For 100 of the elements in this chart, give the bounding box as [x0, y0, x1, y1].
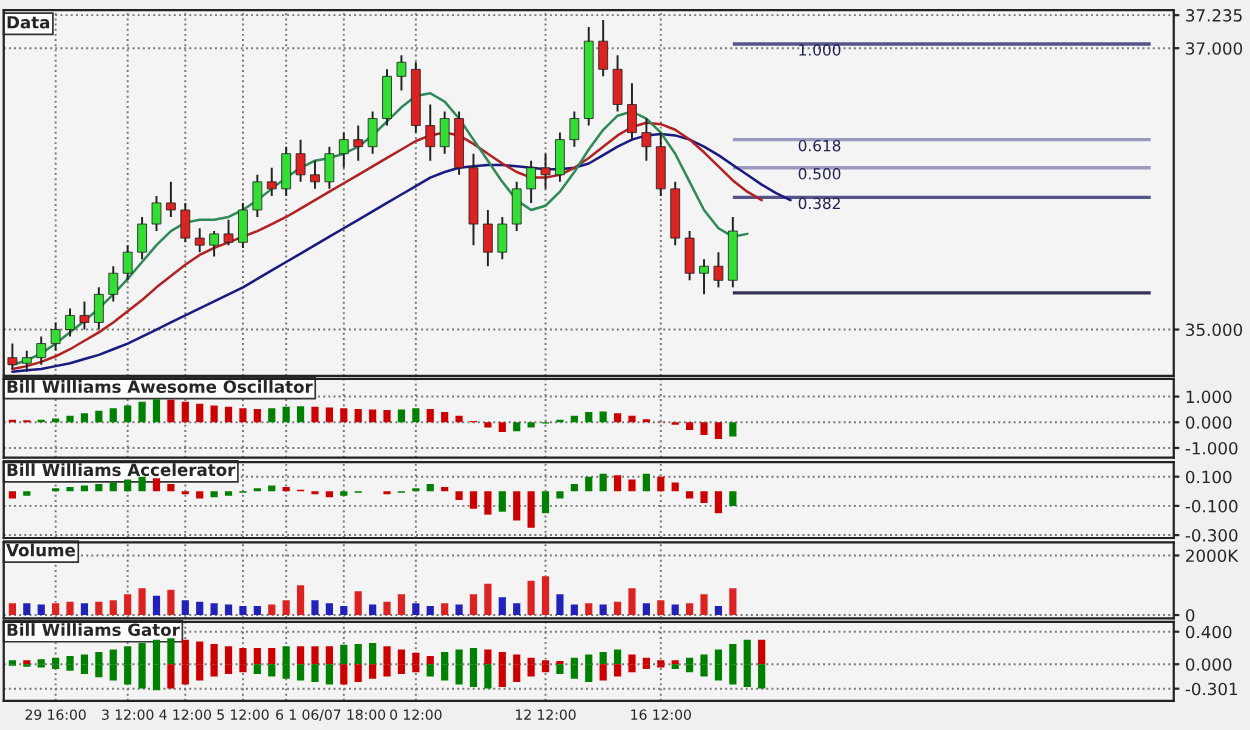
- bar: [354, 408, 362, 423]
- bar: [196, 601, 204, 616]
- bar: [109, 600, 117, 616]
- bar: [628, 479, 636, 492]
- bar: [253, 647, 261, 665]
- chart-title: Bill Williams Awesome Oscillator: [7, 380, 313, 393]
- bar: [210, 603, 218, 616]
- bar: [325, 491, 333, 498]
- bar: [657, 600, 665, 616]
- bar: [599, 652, 607, 665]
- candlestick: [79, 300, 90, 331]
- bar: [541, 664, 550, 673]
- bar: [484, 649, 492, 665]
- bar: [599, 604, 607, 616]
- bar: [729, 491, 737, 506]
- bar: [426, 656, 434, 665]
- bar: [253, 664, 261, 674]
- candlestick: [655, 131, 666, 197]
- bar: [239, 647, 247, 665]
- y-tick-label: 0.000: [1185, 416, 1232, 429]
- candlestick: [497, 216, 508, 261]
- bar: [224, 604, 233, 616]
- bar: [80, 485, 89, 492]
- bar: [138, 476, 146, 492]
- bar: [340, 644, 348, 665]
- candlestick: [122, 244, 133, 282]
- y-tick-label: 37.235: [1186, 9, 1242, 22]
- candlestick: [65, 307, 75, 338]
- bar: [52, 603, 60, 616]
- bar: [484, 491, 492, 515]
- bar: [311, 646, 319, 665]
- bar: [268, 664, 276, 677]
- bar: [138, 588, 146, 616]
- bar: [527, 580, 535, 616]
- bar: [613, 413, 622, 423]
- bar: [340, 408, 348, 423]
- bar: [383, 409, 391, 423]
- candlestick: [540, 152, 551, 190]
- bar: [498, 491, 506, 512]
- bar: [282, 600, 290, 616]
- bar: [527, 491, 535, 528]
- bar: [224, 406, 233, 423]
- bar: [686, 603, 694, 616]
- chart-title: Data: [7, 16, 50, 29]
- bar: [513, 603, 521, 616]
- bar: [714, 606, 723, 616]
- candlestick: [310, 159, 320, 190]
- bar: [152, 478, 161, 492]
- y-tick-label: -0.300: [1185, 529, 1238, 542]
- bar: [152, 595, 161, 616]
- candlestick: [526, 159, 536, 204]
- bar: [412, 652, 420, 665]
- candlestick: [439, 110, 450, 155]
- bar: [513, 491, 521, 521]
- bar: [52, 664, 60, 670]
- bar: [455, 604, 463, 616]
- bar: [282, 406, 290, 423]
- bar: [556, 594, 564, 616]
- candlestick: [36, 335, 47, 366]
- bar: [109, 408, 117, 423]
- bar: [124, 479, 132, 492]
- bar: [426, 664, 434, 677]
- bar: [570, 664, 578, 679]
- bar: [426, 483, 434, 492]
- y-tick-label: 2000K: [1186, 549, 1239, 563]
- bar: [570, 604, 578, 616]
- bar: [613, 601, 622, 616]
- bar: [369, 643, 377, 665]
- bar: [340, 664, 348, 685]
- bar: [196, 491, 204, 499]
- bar: [498, 422, 506, 433]
- candlestick: [223, 218, 234, 247]
- bar: [455, 415, 463, 423]
- bar: [253, 408, 261, 423]
- candlestick: [209, 230, 220, 258]
- bar: [66, 486, 74, 492]
- bar: [66, 601, 74, 616]
- bar: [758, 639, 766, 665]
- y-tick-label: 0: [1185, 609, 1195, 622]
- y-tick-label: 0.000: [1185, 658, 1232, 671]
- bar: [8, 491, 16, 499]
- bar: [700, 594, 708, 616]
- bar: [628, 654, 636, 665]
- candlestick: [483, 208, 493, 268]
- bar: [426, 408, 434, 423]
- bar: [628, 588, 636, 616]
- bar: [181, 600, 189, 616]
- bar: [239, 408, 247, 423]
- bar: [268, 485, 276, 492]
- bar: [469, 491, 478, 509]
- bar: [311, 600, 319, 616]
- bar: [599, 664, 607, 681]
- bar: [124, 405, 132, 423]
- bar: [152, 399, 161, 423]
- candlestick: [353, 124, 364, 162]
- candlestick: [511, 180, 522, 233]
- bar: [383, 601, 391, 616]
- bar: [311, 406, 319, 423]
- bar: [412, 408, 420, 423]
- chart-title: Volume: [6, 543, 75, 557]
